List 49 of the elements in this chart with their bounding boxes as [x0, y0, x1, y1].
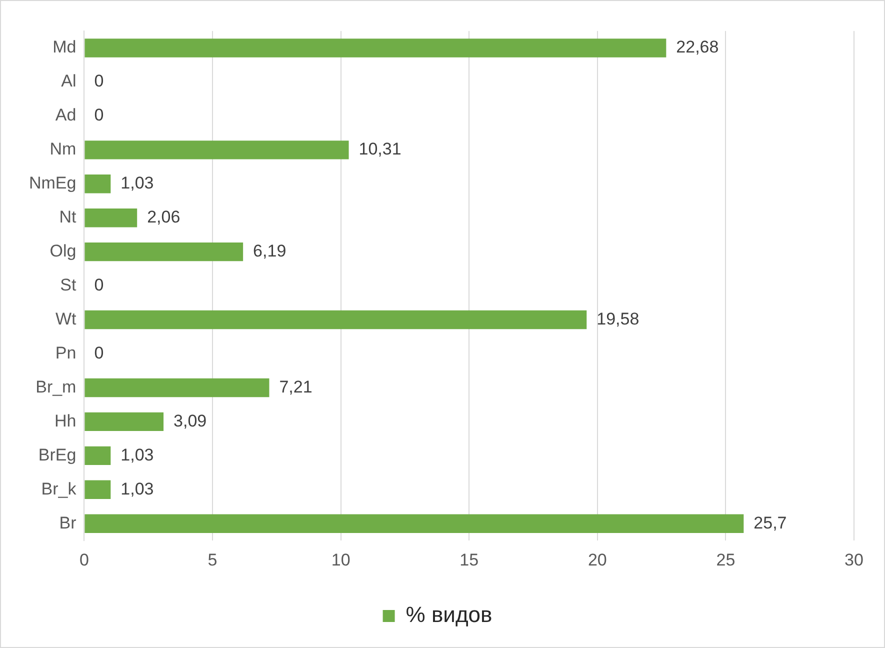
x-tick-label: 25	[716, 550, 736, 570]
data-label: 0	[94, 106, 104, 125]
y-tick-label: NmEg	[28, 174, 76, 193]
x-tick-label: 5	[208, 550, 218, 570]
y-tick-label: Ad	[55, 106, 76, 125]
x-tick-label: 20	[588, 550, 607, 570]
x-tick-label: 0	[79, 550, 89, 570]
y-tick-label: Olg	[50, 242, 76, 261]
y-tick-label: Br_k	[41, 479, 77, 498]
y-tick-label: Al	[61, 72, 76, 91]
y-tick-label: Br	[59, 513, 77, 532]
y-tick-label: BrEg	[38, 445, 76, 464]
data-label: 22,68	[676, 38, 719, 57]
data-label: 3,09	[174, 411, 207, 430]
data-label: 0	[94, 343, 104, 362]
bar	[84, 38, 666, 58]
x-tick-label: 15	[460, 550, 479, 570]
bar	[84, 208, 138, 228]
y-tick-label: Hh	[54, 411, 76, 430]
bar	[84, 242, 244, 262]
data-label: 6,19	[253, 242, 286, 261]
bar	[84, 378, 270, 398]
bar	[84, 412, 164, 432]
y-tick-label: Md	[52, 38, 76, 57]
y-tick-label: Nm	[50, 140, 76, 159]
x-tick-label: 30	[844, 550, 864, 570]
data-label: 2,06	[147, 208, 180, 227]
data-label: 25,7	[754, 513, 787, 532]
data-label: 7,21	[279, 377, 312, 396]
data-label: 10,31	[358, 140, 402, 159]
bar	[84, 140, 349, 160]
data-label: 1,03	[120, 479, 154, 498]
data-label: 1,03	[120, 174, 154, 193]
y-tick-label: Pn	[55, 343, 76, 362]
bar	[84, 446, 111, 466]
bar	[84, 480, 111, 499]
bar	[84, 514, 744, 533]
y-tick-label: St	[60, 275, 77, 294]
bar	[84, 310, 587, 330]
bar	[84, 174, 111, 194]
legend-label: % видов	[406, 602, 492, 628]
data-label: 0	[94, 72, 104, 91]
data-label: 0	[94, 275, 104, 294]
x-tick-label: 10	[331, 550, 350, 570]
y-tick-label: Br_m	[36, 377, 76, 396]
data-label: 1,03	[120, 445, 154, 464]
y-tick-label: Nt	[59, 208, 77, 227]
data-label: 19,58	[596, 309, 640, 328]
y-tick-label: Wt	[55, 309, 76, 328]
